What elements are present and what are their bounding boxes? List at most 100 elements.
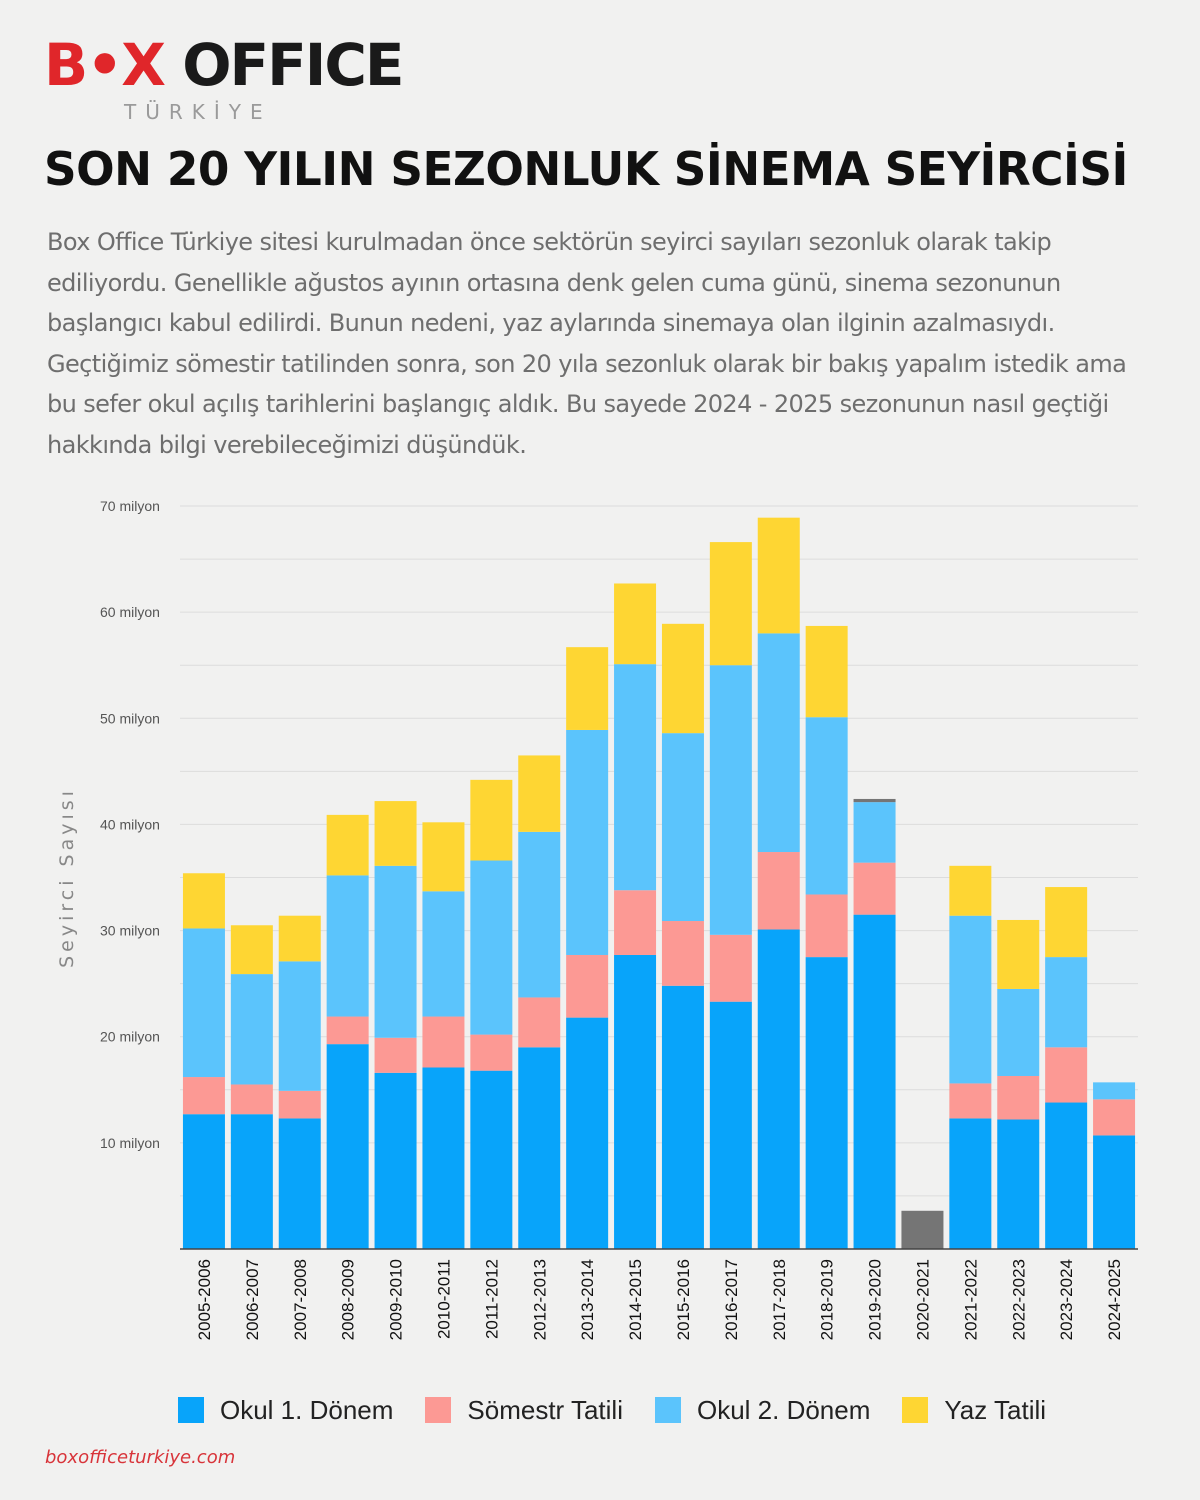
bar-segment <box>853 914 896 1249</box>
bar-segment-total <box>901 1210 944 1249</box>
y-axis-label: Seyirci Sayısı <box>56 787 78 968</box>
bar-segment <box>757 633 800 853</box>
bar-segment <box>374 1072 417 1249</box>
bar-segment <box>997 988 1040 1076</box>
bar-segment <box>661 623 704 734</box>
x-tick-label: 2015-2016 <box>674 1259 693 1340</box>
y-tick-label: 30 milyon <box>100 923 160 939</box>
stacked-bar-chart: 10 milyon 20 milyon 30 milyon 40 milyon 50 m… <box>56 498 1138 1340</box>
intro-paragraph: Box Office Türkiye sitesi kurulmadan önc… <box>47 228 1127 459</box>
x-tick-label: 2013-2014 <box>578 1259 597 1340</box>
legend-swatch-yaz <box>902 1397 929 1423</box>
bar-segment <box>470 1070 513 1249</box>
bar-segment <box>709 934 752 1002</box>
bar-segment <box>326 1044 369 1249</box>
x-tick-label: 2017-2018 <box>770 1259 789 1340</box>
legend-item-okul2: Okul 2. Dönem <box>654 1395 870 1426</box>
box-office-logo: B•X OFFICE TÜRKİYE <box>44 34 405 126</box>
bar-segment <box>566 1017 609 1249</box>
bar-segment <box>470 779 513 861</box>
y-tick-label: 20 milyon <box>100 1029 160 1045</box>
bar-segment <box>853 862 896 915</box>
x-tick-label: 2007-2008 <box>291 1259 310 1340</box>
bar-segment <box>182 1077 225 1115</box>
bar-segment <box>470 1034 513 1071</box>
bar-segment <box>422 1016 465 1068</box>
bar-segment <box>1093 1099 1136 1136</box>
bar-segment <box>374 1037 417 1073</box>
bar-segment <box>518 755 561 832</box>
legend-swatch-okul2 <box>654 1397 681 1423</box>
bar-segment <box>661 985 704 1249</box>
bar-segment <box>661 733 704 922</box>
x-tick-label: 2011-2012 <box>482 1259 501 1339</box>
bar-segment <box>805 625 848 718</box>
bar-segment <box>709 542 752 666</box>
bar-segment <box>230 974 273 1085</box>
bar-segment-total <box>853 798 896 803</box>
bar-segment <box>182 1114 225 1249</box>
bar-segment <box>614 664 657 891</box>
bar-segment <box>1093 1082 1136 1100</box>
bar-segment <box>661 921 704 986</box>
bar-segment <box>422 891 465 1017</box>
bar-segment <box>422 1067 465 1249</box>
bar-segment <box>230 1084 273 1115</box>
bar-segment <box>949 865 992 916</box>
bar-segment <box>614 890 657 955</box>
legend-item-okul1: Okul 1. Dönem <box>178 1395 393 1426</box>
footer-website: boxofficeturkiye.com <box>45 1447 236 1468</box>
page-title: SON 20 YILIN SEZONLUK SİNEMA SEYİRCİSİ <box>44 142 1128 196</box>
x-tick-label: 2019-2020 <box>866 1259 885 1340</box>
bar-segment <box>422 822 465 892</box>
x-tick-label: 2024-2025 <box>1105 1259 1124 1340</box>
legend-item-somestr: Sömestr Tatili <box>425 1395 623 1426</box>
bar-segment <box>949 1118 992 1249</box>
legend-item-yaz: Yaz Tatili <box>902 1395 1046 1426</box>
x-tick-label: 2018-2019 <box>818 1259 837 1340</box>
y-tick-label: 50 milyon <box>100 710 160 726</box>
bar-segment <box>1045 887 1088 958</box>
logo-wordmark: B•X OFFICE <box>44 31 405 99</box>
x-tick-label: 2006-2007 <box>243 1259 262 1340</box>
logo-subtitle: TÜRKİYE <box>124 100 272 124</box>
y-tick-label: 60 milyon <box>100 604 160 620</box>
x-tick-label: 2023-2024 <box>1057 1259 1076 1340</box>
bar-segment <box>518 997 561 1048</box>
bar-segment <box>949 1083 992 1119</box>
bar-segment <box>1045 957 1088 1048</box>
bar-segment <box>182 928 225 1078</box>
bar-segment <box>805 894 848 958</box>
bar-segment <box>757 929 800 1249</box>
bar-segment <box>853 802 896 863</box>
bar-segment <box>614 583 657 665</box>
legend-label-okul1: Okul 1. Dönem <box>220 1394 394 1425</box>
bar-segment <box>374 865 417 1038</box>
bar-segment <box>1045 1102 1088 1249</box>
bar-segment <box>230 925 273 975</box>
y-tick-label: 10 milyon <box>100 1135 160 1151</box>
bar-segment <box>709 665 752 935</box>
bar-segment <box>278 915 321 962</box>
bar-segment <box>805 717 848 895</box>
bar-segment <box>278 1090 321 1119</box>
bar-segment <box>949 915 992 1084</box>
x-tick-label: 2010-2011 <box>434 1259 453 1339</box>
chart-legend: Okul 1. Dönem Sömestr Tatili Okul 2. Dön… <box>178 1390 1138 1430</box>
bar-segment <box>470 860 513 1035</box>
bar-segment <box>374 801 417 866</box>
bar-segment <box>757 517 800 634</box>
bar-segment <box>757 852 800 930</box>
bar-segment <box>278 961 321 1091</box>
bar-segment <box>278 1118 321 1249</box>
legend-swatch-okul1 <box>178 1397 204 1423</box>
bar-segment <box>566 954 609 1018</box>
bar-segment <box>709 1001 752 1249</box>
x-tick-label: 2008-2009 <box>339 1259 358 1340</box>
bar-segment <box>997 919 1040 989</box>
bar-segment <box>518 1047 561 1249</box>
bar-segment <box>1093 1135 1136 1249</box>
bar-segment <box>805 957 848 1249</box>
y-tick-label: 70 milyon <box>100 498 160 514</box>
x-tick-label: 2012-2013 <box>530 1259 549 1340</box>
